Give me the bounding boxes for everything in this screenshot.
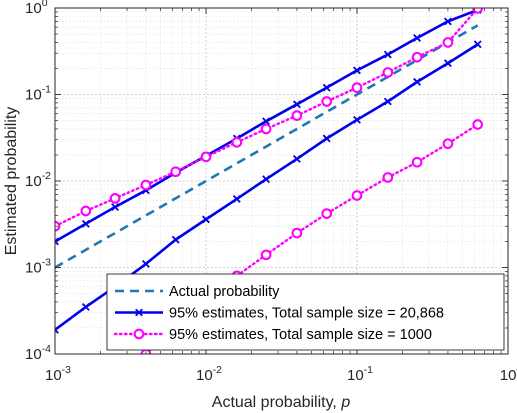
data-point-cross-marker — [413, 77, 422, 86]
data-point-circle-marker — [140, 179, 152, 191]
legend-label: 95% estimates, Total sample size = 1000 — [169, 327, 432, 343]
x-axis-label-variable: p — [340, 394, 350, 411]
x-tick-label: 10-3 — [45, 364, 71, 384]
data-point-circle-marker — [382, 172, 394, 183]
data-point-cross-marker — [353, 115, 361, 124]
data-point-cross-marker — [111, 203, 120, 211]
y-tick-label: 10-4 — [25, 343, 51, 363]
data-point-circle-marker — [472, 119, 484, 130]
data-point-circle-marker — [133, 328, 145, 340]
data-point-cross-marker — [81, 303, 90, 311]
data-point-circle-marker — [231, 136, 243, 148]
x-tick-label: 10-2 — [196, 364, 222, 384]
legend-label: 95% estimates, Total sample size = 20,86… — [169, 306, 444, 322]
data-point-circle-marker — [382, 67, 394, 78]
data-point-circle-marker — [291, 227, 303, 239]
data-point-circle-marker — [109, 193, 121, 204]
data-point-circle-marker — [351, 190, 363, 201]
data-point-cross-marker — [135, 308, 143, 317]
x-axis-label-text: Actual probability, — [212, 394, 342, 411]
data-point-cross-marker — [443, 17, 452, 26]
x-tick-label-exponent: -3 — [62, 364, 71, 376]
x-tick-label-base: 10 — [196, 367, 213, 384]
data-point-cross-marker — [383, 50, 392, 59]
y-tick-label-base: 10 — [25, 173, 42, 190]
data-point-cross-marker — [473, 40, 482, 49]
x-tick-label-exponent: -2 — [213, 364, 222, 376]
legend-label: Actual probability — [169, 284, 280, 300]
x-tick-label-exponent: -1 — [364, 364, 373, 376]
data-point-cross-marker — [292, 154, 301, 163]
y-tick-label-base: 10 — [25, 0, 42, 17]
data-point-cross-marker — [383, 97, 392, 106]
legend-entry: Actual probability — [115, 284, 280, 300]
series-line — [144, 123, 479, 354]
series-0 — [55, 24, 479, 269]
ticks-layer — [54, 7, 509, 355]
legend-entry: 95% estimates, Total sample size = 20,86… — [115, 306, 444, 322]
y-tick-label: 10-2 — [25, 170, 51, 190]
x-tick-label: 10-1 — [347, 364, 373, 384]
data-point-circle-marker — [321, 96, 333, 107]
y-tick-label-base: 10 — [25, 87, 42, 104]
y-tick-label-exponent: 0 — [42, 0, 48, 9]
y-tick-label: 10-3 — [25, 257, 51, 277]
data-point-cross-marker — [322, 134, 331, 143]
data-point-circle-marker — [80, 205, 92, 217]
data-point-circle-marker — [442, 138, 454, 150]
data-point-cross-marker — [141, 259, 150, 268]
data-point-cross-marker — [262, 175, 271, 184]
y-tick-label-exponent: -1 — [42, 84, 51, 96]
data-point-cross-marker — [262, 117, 271, 126]
y-tick-label: 100 — [25, 0, 48, 17]
data-point-cross-marker — [232, 195, 241, 203]
x-tick-label-base: 10 — [500, 367, 517, 384]
y-tick-label-exponent: -4 — [42, 343, 51, 355]
data-point-cross-marker — [81, 219, 90, 228]
data-point-circle-marker — [442, 37, 454, 48]
data-point-circle-marker — [411, 51, 423, 63]
data-point-cross-marker — [292, 100, 301, 109]
x-axis-label: Actual probability, p — [212, 394, 351, 411]
data-point-circle-marker — [200, 151, 212, 163]
data-point-cross-marker — [202, 215, 210, 224]
data-point-cross-marker — [443, 59, 452, 68]
y-axis-label: Estimated probability — [3, 107, 20, 256]
legend: Actual probability 95% estimates, Total s… — [106, 273, 505, 351]
y-tick-label-base: 10 — [25, 346, 42, 363]
data-point-cross-marker — [413, 34, 422, 42]
y-tick-label: 10-1 — [25, 84, 51, 104]
series-line — [55, 24, 479, 269]
data-point-circle-marker — [260, 123, 272, 135]
x-tick-label-base: 10 — [45, 367, 62, 384]
data-point-circle-marker — [351, 82, 363, 94]
y-tick-label-exponent: -2 — [42, 170, 51, 182]
data-point-circle-marker — [170, 166, 182, 178]
data-point-circle-marker — [260, 249, 272, 261]
data-point-cross-marker — [322, 83, 331, 92]
data-point-cross-marker — [353, 66, 361, 75]
data-point-circle-marker — [411, 156, 423, 168]
x-tick-label: 100 — [500, 364, 517, 384]
x-tick-label-base: 10 — [347, 367, 364, 384]
legend-box — [106, 273, 505, 351]
y-tick-label-exponent: -3 — [42, 257, 51, 269]
data-point-circle-marker — [321, 208, 333, 219]
data-point-circle-marker — [291, 110, 303, 121]
data-point-cross-marker — [55, 237, 59, 246]
y-tick-label-base: 10 — [25, 260, 42, 277]
legend-entry: 95% estimates, Total sample size = 1000 — [113, 327, 432, 343]
data-point-cross-marker — [171, 235, 180, 244]
